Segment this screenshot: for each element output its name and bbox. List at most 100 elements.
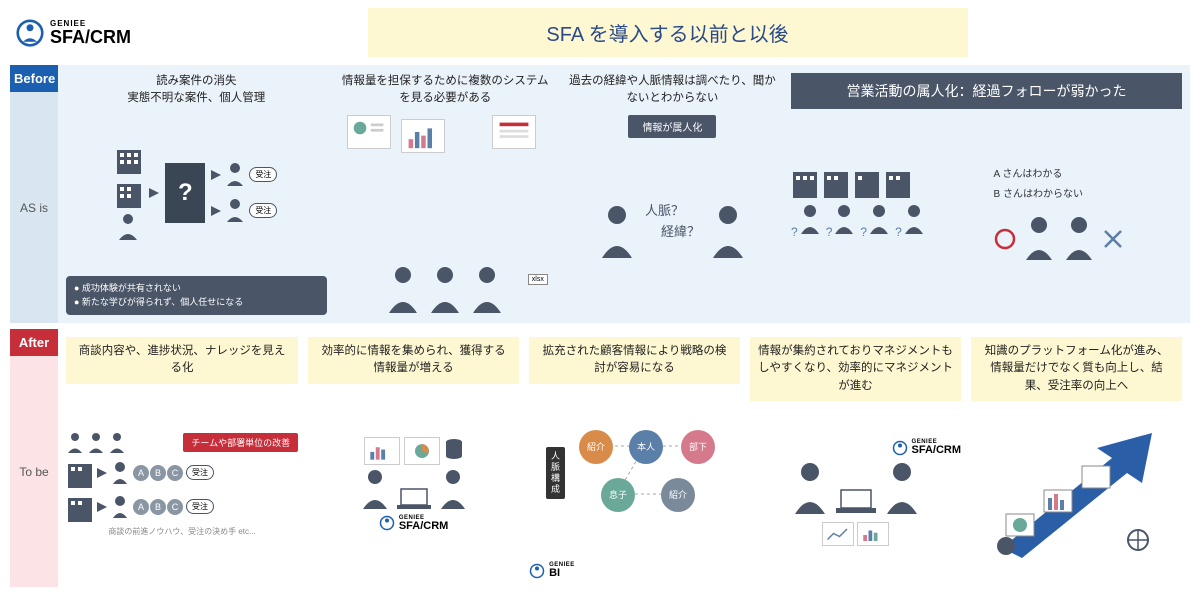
person-icon: [224, 198, 246, 224]
content: Before AS is 読み案件の消失 実態不明な案件、個人管理 ? 受注 受…: [0, 65, 1200, 597]
chart-icon: [404, 437, 440, 465]
arrow-icon: [211, 170, 221, 180]
person-icon: [110, 461, 130, 485]
person-icon: [427, 265, 463, 315]
person-icon: [110, 495, 130, 519]
after-row: After To be 商談内容や、進捗状況、ナレッジを見える化 チームや部署単…: [10, 329, 1190, 587]
node: 息子: [601, 478, 635, 512]
question-text: 人脈？: [645, 200, 700, 219]
before-col1-caption: 読み案件の消失 実態不明な案件、個人管理: [66, 73, 327, 109]
building-icon: [66, 492, 94, 522]
building-icon: [822, 168, 850, 198]
wrong-icon: [1102, 228, 1124, 250]
network-diagram: 紹介 本人 部下 息子 紹介: [573, 428, 723, 518]
after-col2-caption: 効率的に情報を集められ、獲得する情報量が増える: [308, 337, 519, 384]
after-side-label: To be: [10, 356, 58, 587]
question-text: 経緯？: [661, 221, 700, 240]
person-icon: [1062, 216, 1096, 262]
before-side-label: AS is: [10, 92, 58, 323]
after-body: 商談内容や、進捗状況、ナレッジを見える化 チームや部署単位の改善 ABC 受注: [58, 329, 1190, 587]
before-body: 読み案件の消失 実態不明な案件、個人管理 ? 受注 受注: [58, 65, 1190, 323]
person-icon: [66, 432, 84, 454]
bi-logo: GENIEEBI: [529, 562, 740, 579]
page-title: SFA を導入する以前と以後: [368, 8, 968, 57]
before-badge: Before: [10, 65, 58, 92]
text-a: A さんはわかる: [994, 168, 1182, 182]
after-col-5: 知識のプラットフォーム化が進み、情報量だけでなく質も向上し、結果、受注率の向上へ: [971, 337, 1182, 579]
text-b: B さんはわからない: [994, 188, 1182, 202]
person-icon: [359, 469, 391, 511]
order-label: 受注: [249, 167, 277, 182]
building-icon: [884, 168, 912, 198]
database-icon: [444, 437, 464, 461]
chart-icon: [822, 522, 854, 546]
building-icon: [115, 144, 143, 174]
logo-icon: [16, 19, 44, 47]
laptop-icon: [397, 487, 431, 511]
before-col2-illustration: xlsx: [337, 115, 554, 315]
header: GENIEE SFA/CRM SFA を導入する以前と以後: [0, 0, 1200, 65]
arrow-icon: [97, 468, 107, 478]
after-col3-illustration: 人脈構成 紹介 本人 部下 息子 紹介: [529, 390, 740, 557]
person-icon: [597, 204, 637, 260]
person-icon: [115, 212, 141, 242]
node: 紹介: [661, 478, 695, 512]
bullet-item: ● 成功体験が共有されない: [74, 282, 319, 296]
info-pill: 情報が属人化: [628, 115, 716, 138]
after-col-1: 商談内容や、進捗状況、ナレッジを見える化 チームや部署単位の改善 ABC 受注: [66, 337, 298, 579]
node: 本人: [629, 430, 663, 464]
before-col1-bullets: ● 成功体験が共有されない ● 新たな学びが得られず、個人任せになる: [66, 276, 327, 315]
chart-icon: [347, 115, 391, 149]
before-col4-banner: 営業活動の属人化：経過フォローが弱かった: [791, 73, 1182, 109]
before-col-1: 読み案件の消失 実態不明な案件、個人管理 ? 受注 受注: [66, 73, 327, 315]
logo-title: SFA/CRM: [50, 28, 131, 46]
logo: GENIEE SFA/CRM: [16, 19, 131, 47]
person-icon: [108, 432, 126, 454]
after-col4-caption: 情報が集約されておりマネジメントもしやすくなり、効率的にマネジメントが進む: [750, 337, 961, 401]
sfa-crm-logo: GENIEESFA/CRM: [379, 515, 449, 532]
before-col4-illustration: ? ? ? ? A さんはわかる B さんはわからない: [791, 115, 1182, 315]
after-col1-illustration: チームや部署単位の改善 ABC 受注 ABC 受注 商談の前進ノウハウ、受注の決…: [66, 390, 298, 580]
after-col-2: 効率的に情報を集められ、獲得する情報量が増える GENIEESFA/CRM: [308, 337, 519, 579]
person-icon: [469, 265, 505, 315]
after-col1-caption: 商談内容や、進捗状況、ナレッジを見える化: [66, 337, 298, 384]
order-label: 受注: [186, 465, 214, 480]
chart-icon: [364, 437, 400, 465]
node: 部下: [681, 430, 715, 464]
building-icon: [853, 168, 881, 198]
red-banner: チームや部署単位の改善: [183, 433, 298, 452]
abc-badges: ABC: [133, 465, 183, 481]
after-sidebar: After To be: [10, 329, 58, 587]
order-label: 受注: [186, 499, 214, 514]
person-icon: [1022, 216, 1056, 262]
building-icon: [115, 178, 143, 208]
after-col3-caption: 拡充された顧客情報により戦略の検討が容易になる: [529, 337, 740, 384]
before-row: Before AS is 読み案件の消失 実態不明な案件、個人管理 ? 受注 受…: [10, 65, 1190, 323]
sfa-crm-logo: GENIEESFA/CRM: [892, 439, 962, 456]
bullet-item: ● 新たな学びが得られず、個人任せになる: [74, 296, 319, 310]
person-icon: [385, 265, 421, 315]
growth-arrow-icon: [992, 428, 1162, 558]
building-icon: [66, 458, 94, 488]
person-icon: [902, 204, 926, 236]
person-icon: [708, 204, 748, 260]
node: 紹介: [579, 430, 613, 464]
before-col1-illustration: ? 受注 受注: [66, 115, 327, 270]
chart-icon: [857, 522, 889, 546]
after-col-4: 情報が集約されておりマネジメントもしやすくなり、効率的にマネジメントが進む GE…: [750, 337, 961, 579]
after-col5-caption: 知識のプラットフォーム化が進み、情報量だけでなく質も向上し、結果、受注率の向上へ: [971, 337, 1182, 401]
before-col3-caption: 過去の経緯や人脈情報は調べたり、聞かないとわからない: [564, 73, 781, 109]
after-col2-illustration: GENIEESFA/CRM: [308, 390, 519, 580]
arrow-icon: [149, 188, 159, 198]
before-col-4: 営業活動の属人化：経過フォローが弱かった ? ? ?: [791, 73, 1182, 315]
after-badge: After: [10, 329, 58, 356]
building-icon: [791, 168, 819, 198]
person-icon: [224, 162, 246, 188]
network-label: 人脈構成: [546, 447, 565, 499]
arrow-icon: [97, 502, 107, 512]
person-icon: [790, 462, 830, 516]
before-sidebar: Before AS is: [10, 65, 58, 323]
laptop-icon: [836, 488, 876, 516]
after-col4-illustration: GENIEESFA/CRM: [750, 407, 961, 579]
abc-badges: ABC: [133, 499, 183, 515]
